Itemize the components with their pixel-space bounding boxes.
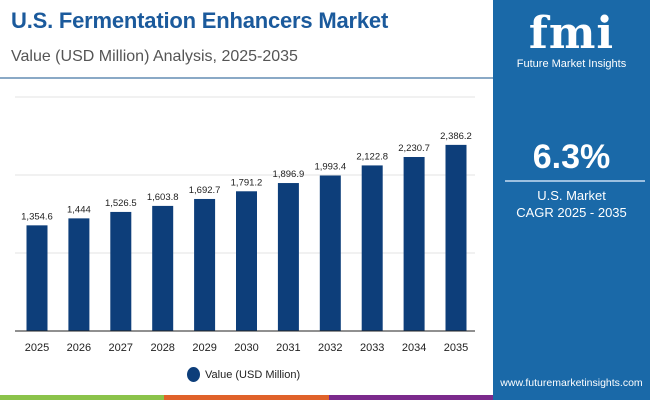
data-label: 1,444 <box>67 204 91 215</box>
data-label: 1,993.4 <box>314 162 346 173</box>
x-tick-label: 2030 <box>234 342 258 354</box>
cagr-value: 6.3% <box>532 138 611 176</box>
data-label: 2,386.2 <box>440 131 472 142</box>
data-label: 1,692.7 <box>189 185 221 196</box>
legend-label: Value (USD Million) <box>205 368 301 381</box>
data-label: 2,230.7 <box>398 143 430 154</box>
bar <box>277 183 299 331</box>
x-tick-label: 2031 <box>276 342 300 354</box>
accent-orange <box>164 395 329 400</box>
summary-panel: fmi Future Market Insights 6.3% U.S. Mar… <box>493 0 650 400</box>
x-tick-label: 2025 <box>25 342 49 354</box>
x-tick-label: 2028 <box>150 342 174 354</box>
chart-title: U.S. Fermentation Enhancers Market <box>11 8 389 33</box>
x-tick-label: 2027 <box>109 342 133 354</box>
cagr-divider <box>505 180 645 182</box>
x-tick-label: 2034 <box>402 342 426 354</box>
data-label: 2,122.8 <box>356 151 388 162</box>
bar <box>445 144 467 331</box>
data-label: 1,603.8 <box>147 192 179 203</box>
accent-green <box>0 395 165 400</box>
logo-mark: fmi <box>528 8 615 59</box>
bar <box>403 157 425 331</box>
data-label: 1,526.5 <box>105 198 137 209</box>
x-tick-label: 2035 <box>444 342 468 354</box>
cagr-label-period: CAGR 2025 - 2035 <box>516 205 627 220</box>
accent-strip <box>0 395 493 400</box>
logo-subtitle: Future Market Insights <box>516 58 627 70</box>
accent-purple <box>328 395 493 400</box>
bar <box>110 211 132 331</box>
header-divider <box>0 77 493 79</box>
cagr-label-market: U.S. Market <box>537 188 606 203</box>
legend-swatch <box>187 367 200 382</box>
x-tick-label: 2026 <box>67 342 91 354</box>
bar <box>68 218 90 331</box>
bar <box>152 205 174 331</box>
bar <box>194 198 216 331</box>
x-tick-label: 2033 <box>360 342 384 354</box>
data-label: 1,896.9 <box>273 169 305 180</box>
bar <box>236 191 257 331</box>
bar <box>361 165 383 331</box>
x-tick-label: 2029 <box>192 342 216 354</box>
bar <box>26 225 48 331</box>
legend: Value (USD Million) <box>187 367 300 382</box>
data-label: 1,791.2 <box>231 177 263 188</box>
data-label: 1,354.6 <box>21 211 53 222</box>
bar <box>319 175 341 331</box>
x-tick-label: 2032 <box>318 342 342 354</box>
website-link[interactable]: www.futuremarketinsights.com <box>500 377 643 389</box>
bar-chart: 1,354.6 2025 1,444 2026 1,526.5 2027 1,603.8 20… <box>15 96 475 354</box>
chart-subtitle: Value (USD Million) Analysis, 2025-2035 <box>11 48 298 65</box>
fmi-logo: fmi Future Market Insights <box>493 8 650 70</box>
